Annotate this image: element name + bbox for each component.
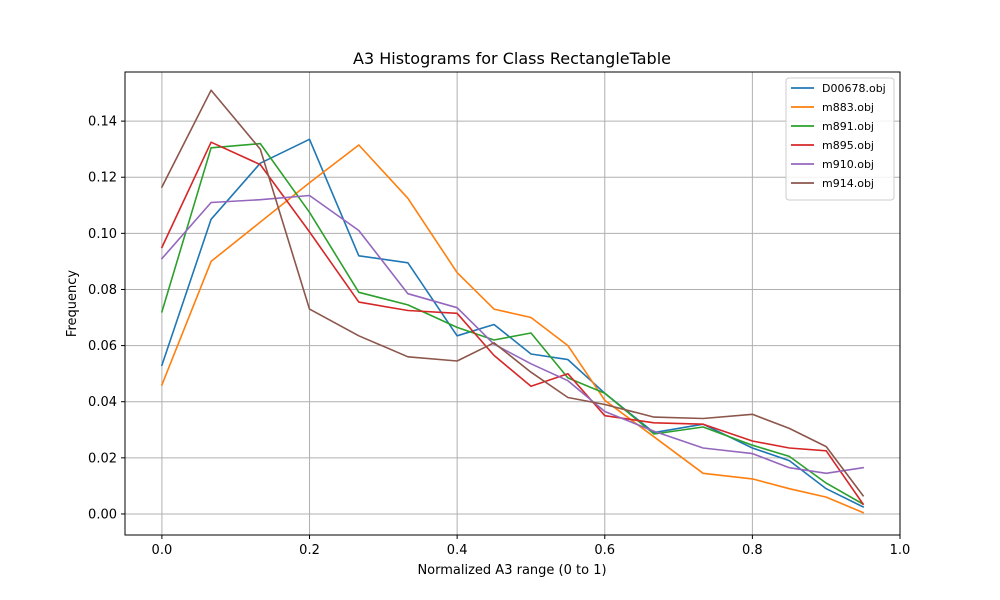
- x-tick-label: 0.6: [594, 543, 615, 558]
- x-tick-label: 0.2: [299, 543, 320, 558]
- legend-item: m895.obj: [791, 139, 874, 152]
- y-tick-label: 0.06: [88, 339, 117, 354]
- y-tick-label: 0.08: [88, 283, 117, 298]
- legend-label: D00678.obj: [822, 82, 886, 95]
- y-tick-label: 0.14: [88, 115, 117, 130]
- y-tick-label: 0.12: [88, 171, 117, 186]
- series-lines: [160, 89, 865, 514]
- legend-label: m891.obj: [822, 120, 874, 133]
- x-tick-label: 0.0: [152, 543, 173, 558]
- legend-label: m895.obj: [822, 139, 874, 152]
- y-axis-title: Frequency: [65, 270, 80, 337]
- y-tick-label: 0.00: [88, 507, 117, 522]
- legend-item: m891.obj: [791, 120, 874, 133]
- legend-item: m910.obj: [791, 158, 874, 171]
- legend-item: m914.obj: [791, 177, 874, 190]
- y-tick-label: 0.10: [88, 227, 117, 242]
- series-line-m891: [160, 142, 865, 506]
- plot-frame: [124, 71, 901, 536]
- x-tick-label: 0.8: [742, 543, 763, 558]
- series-line-d00678: [160, 138, 865, 508]
- x-tick-label: 1.0: [890, 543, 911, 558]
- axis-ticks: 0.0 0.2 0.4 0.6 0.8 1.0 0.00 0.02 0.04 0.06 0.08 0.…: [88, 115, 910, 558]
- series-line-m910: [160, 194, 865, 475]
- chart-title: A3 Histograms for Class RectangleTable: [353, 49, 671, 68]
- x-axis-title: Normalized A3 range (0 to 1): [417, 563, 606, 578]
- legend-label: m914.obj: [822, 177, 874, 190]
- series-line-m883: [160, 144, 865, 514]
- legend-label: m910.obj: [822, 158, 874, 171]
- y-tick-label: 0.02: [88, 451, 117, 466]
- series-line-m914: [160, 89, 865, 497]
- legend: D00678.obj m883.obj m891.obj m895.obj m910.o…: [785, 77, 895, 201]
- legend-box: [785, 77, 895, 201]
- x-tick-label: 0.4: [447, 543, 468, 558]
- legend-label: m883.obj: [822, 101, 874, 114]
- y-tick-label: 0.04: [88, 395, 117, 410]
- series-line-m895: [160, 141, 865, 506]
- legend-item: m883.obj: [791, 101, 874, 114]
- legend-item: D00678.obj: [791, 82, 886, 95]
